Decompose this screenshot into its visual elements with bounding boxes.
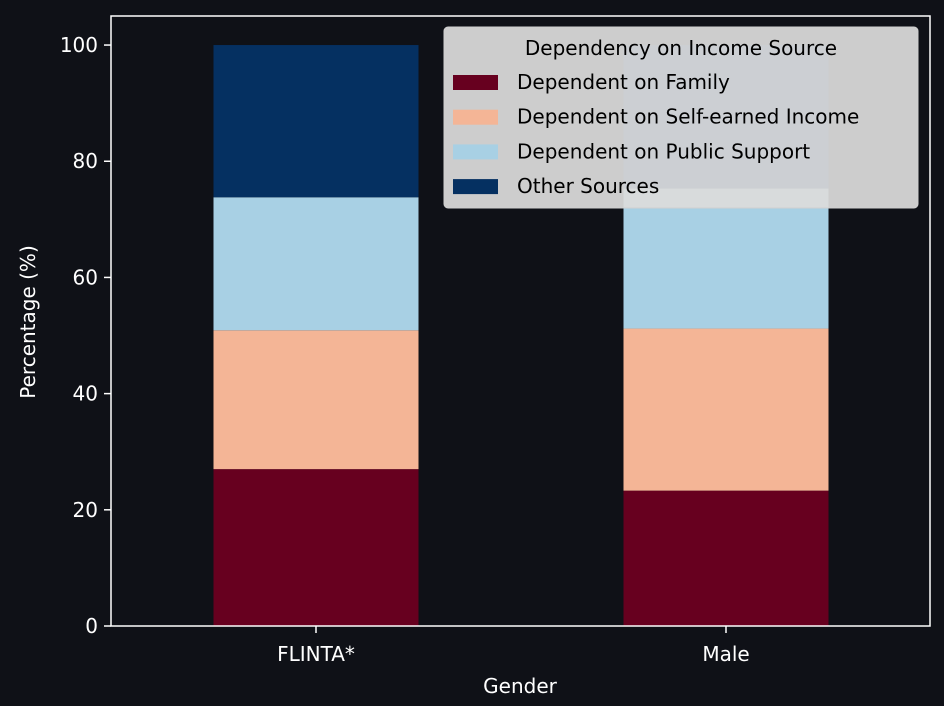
legend-entry-label: Other Sources: [517, 174, 659, 198]
legend-entry-label: Dependent on Self-earned Income: [517, 105, 859, 129]
legend-swatch: [453, 75, 498, 90]
y-tick-label: 20: [73, 498, 98, 522]
legend-entry-label: Dependent on Public Support: [517, 139, 810, 163]
x-tick-label: FLINTA*: [277, 642, 355, 666]
bar-flinta-series-2: [213, 330, 419, 470]
y-axis-label: Percentage (%): [16, 245, 40, 398]
bar-flinta-series-1: [213, 469, 419, 626]
legend-title: Dependency on Income Source: [525, 36, 837, 60]
bar-flinta-series-3: [213, 197, 419, 331]
bar-male-series-1: [623, 490, 829, 626]
legend: Dependency on Income Source Dependent on…: [443, 26, 919, 209]
y-tick-label: 60: [73, 265, 98, 289]
bar-male-series-2: [623, 328, 829, 491]
bar-flinta-series-4: [213, 45, 419, 198]
legend-swatch: [453, 109, 498, 125]
legend-entries: Dependent on Family Dependent on Self-ear…: [453, 70, 859, 198]
plot-frame: [110, 15, 931, 627]
bar-male-series-3: [623, 188, 829, 329]
y-axis: 0 20 40 60 80 100: [60, 33, 111, 638]
legend-entry-label: Dependent on Family: [517, 70, 730, 94]
x-axis: FLINTA* Male: [277, 626, 750, 666]
legend-swatch: [453, 144, 498, 160]
legend-swatch: [453, 179, 498, 195]
legend-box: [443, 26, 919, 209]
x-axis-label: Gender: [483, 674, 557, 698]
y-tick-label: 100: [60, 33, 98, 57]
y-tick-label: 80: [73, 149, 98, 173]
y-tick-label: 40: [73, 382, 98, 406]
y-tick-label: 0: [85, 614, 98, 638]
x-tick-label: Male: [702, 642, 749, 666]
